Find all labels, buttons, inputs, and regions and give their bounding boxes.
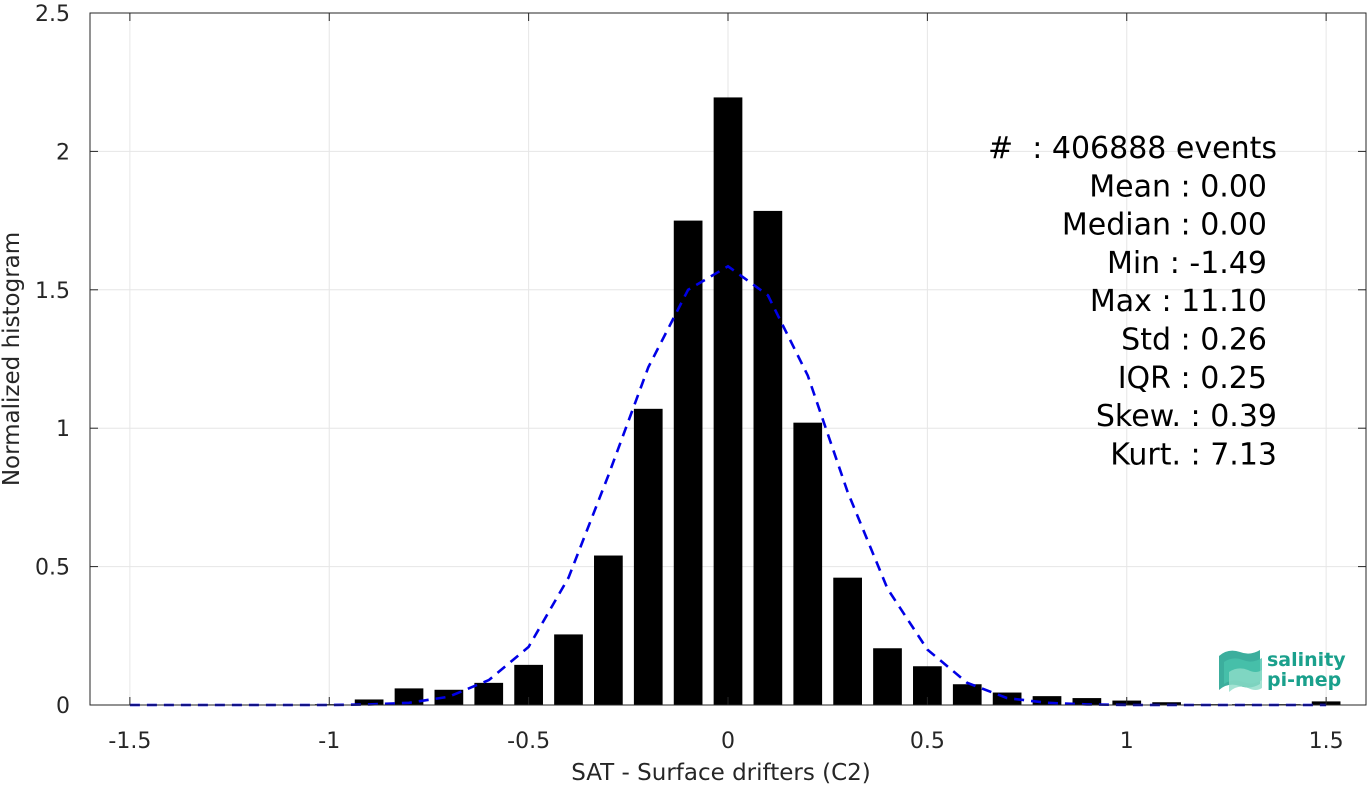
y-tick-label: 2.5 — [35, 2, 70, 27]
stat-line: Skew. : 0.39 — [1096, 399, 1277, 434]
x-tick-label: -1.5 — [108, 729, 151, 754]
histogram-bar — [673, 220, 703, 705]
y-tick-label: 1 — [56, 417, 70, 442]
histogram-bar — [873, 648, 902, 705]
x-tick-label: 1 — [1120, 729, 1134, 754]
histogram-bar — [554, 634, 583, 705]
y-tick-label: 1.5 — [35, 279, 70, 304]
histogram-bar — [1072, 698, 1102, 705]
stat-line: IQR : 0.25 — [1118, 361, 1267, 396]
logo-line-1: salinity — [1267, 649, 1346, 671]
x-tick-label: 0 — [721, 729, 735, 754]
wave-icon — [1219, 650, 1262, 692]
y-axis-ticks: 0 0.5 1 1.5 2 2.5 — [35, 2, 1366, 719]
histogram-bar — [793, 422, 823, 705]
fit-curve — [129, 264, 1327, 707]
x-tick-label: -0.5 — [507, 729, 550, 754]
bars — [314, 97, 1341, 706]
stat-line: Kurt. : 7.13 — [1110, 437, 1277, 472]
y-tick-label: 0 — [56, 694, 70, 719]
y-tick-label: 0.5 — [35, 556, 70, 581]
histogram-bar — [594, 555, 623, 705]
histogram-bar — [474, 682, 504, 705]
stat-line: # : 406888 events — [988, 131, 1277, 166]
salinity-pi-mep-logo: salinity pi-mep — [1219, 649, 1346, 692]
stat-line: Min : -1.49 — [1107, 246, 1267, 281]
y-axis-label: Normalized histogram — [0, 232, 25, 486]
logo-line-2: pi-mep — [1267, 669, 1341, 691]
x-tick-label: 1.5 — [1309, 729, 1344, 754]
histogram-bar — [633, 408, 663, 705]
histogram-bar — [753, 210, 783, 706]
x-axis-label: SAT - Surface drifters (C2) — [571, 760, 871, 785]
y-tick-label: 2 — [56, 140, 70, 165]
x-tick-label: -1 — [318, 729, 340, 754]
stat-line: Max : 11.10 — [1090, 284, 1267, 319]
stat-line: Std : 0.26 — [1121, 323, 1267, 358]
histogram-bar — [354, 699, 384, 705]
x-axis-ticks: -1.5 -1 -0.5 0 0.5 1 1.5 — [108, 13, 1344, 754]
x-tick-label: 0.5 — [910, 729, 945, 754]
histogram-bar — [952, 684, 982, 705]
histogram-bar — [1032, 696, 1062, 705]
stat-line: Mean : 0.00 — [1089, 169, 1267, 204]
histogram-bar — [833, 577, 862, 705]
stat-line: Median : 0.00 — [1062, 208, 1267, 243]
histogram-bar — [394, 688, 424, 705]
histogram-bar — [713, 97, 743, 705]
histogram-bar — [1152, 702, 1181, 705]
